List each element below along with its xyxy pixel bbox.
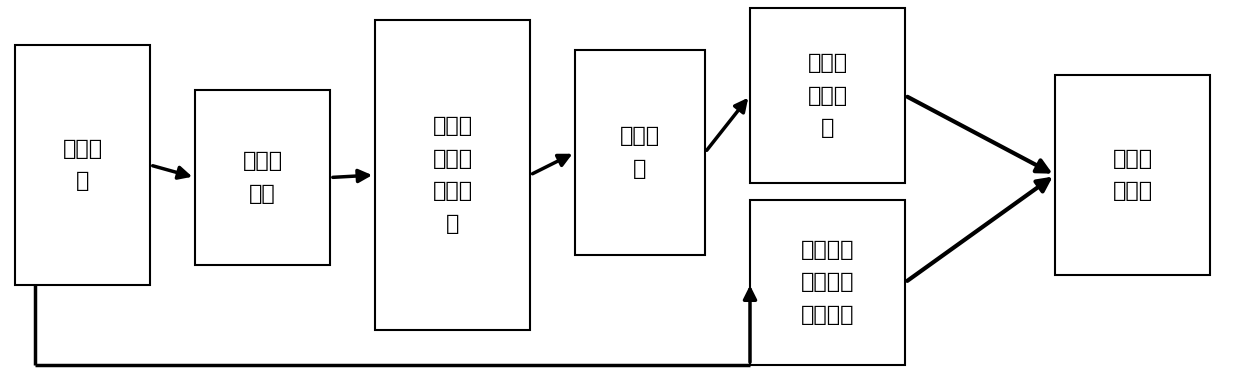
Text: 运算步
骤: 运算步 骤 (620, 126, 660, 179)
Text: 傅里叶
变换步
骤: 傅里叶 变换步 骤 (807, 53, 848, 138)
Text: 肺部医学
图像融合
分类步骤: 肺部医学 图像融合 分类步骤 (801, 240, 854, 325)
Text: 获取步
骤: 获取步 骤 (62, 139, 103, 192)
Bar (750, 200, 905, 365)
Bar (750, 8, 905, 183)
Bar (15, 45, 150, 285)
Bar (374, 20, 529, 330)
Text: 病灶检
测步骤: 病灶检 测步骤 (1112, 149, 1152, 201)
Bar (575, 50, 706, 255)
Bar (1055, 75, 1210, 275)
Text: 形态学
腐蚀与
膨胀步
骤: 形态学 腐蚀与 膨胀步 骤 (433, 116, 472, 234)
Text: 预处理
步骤: 预处理 步骤 (243, 151, 283, 204)
Bar (195, 90, 330, 265)
